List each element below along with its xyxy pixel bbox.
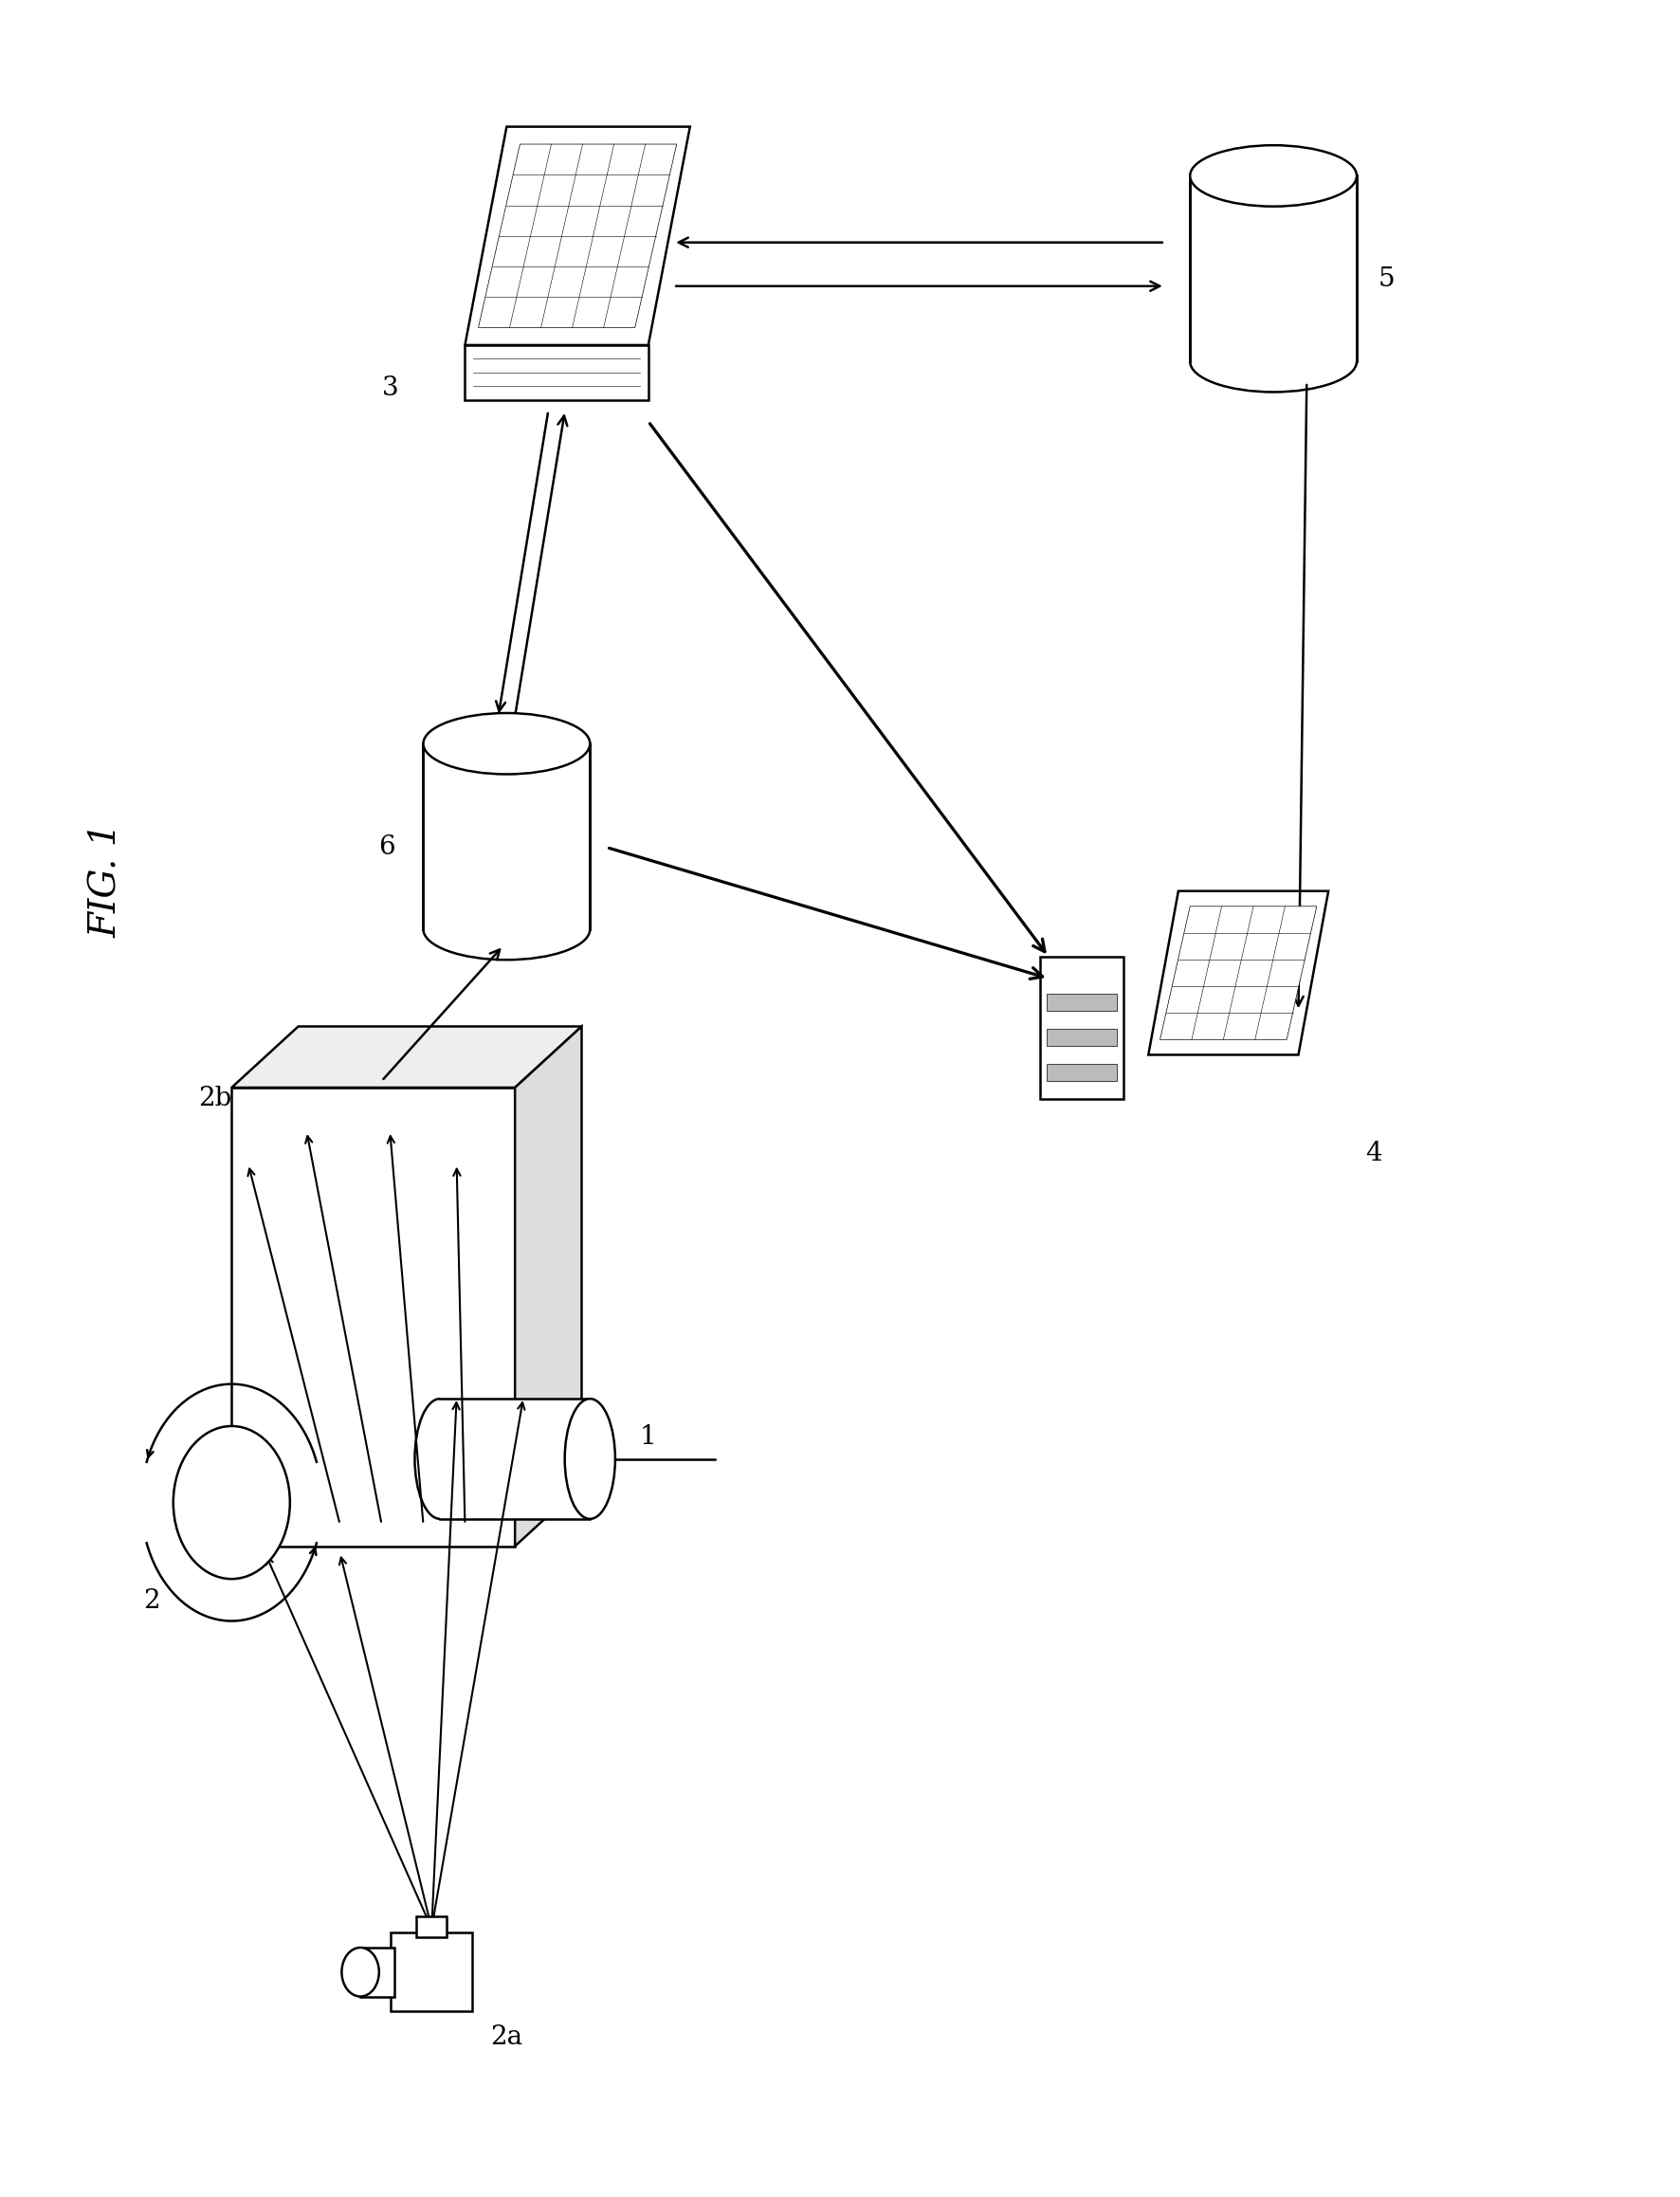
Text: 2a: 2a <box>491 2026 522 2050</box>
Polygon shape <box>232 1026 581 1088</box>
Text: 2b: 2b <box>198 1085 232 1112</box>
Text: FIG. 1: FIG. 1 <box>89 822 124 938</box>
FancyBboxPatch shape <box>1047 1028 1117 1046</box>
FancyBboxPatch shape <box>361 1947 395 1997</box>
Polygon shape <box>1149 892 1329 1055</box>
Polygon shape <box>465 127 690 345</box>
Polygon shape <box>465 345 648 400</box>
FancyBboxPatch shape <box>1047 1063 1117 1081</box>
Circle shape <box>173 1426 291 1580</box>
Ellipse shape <box>564 1399 615 1518</box>
FancyBboxPatch shape <box>232 1088 516 1547</box>
FancyBboxPatch shape <box>417 1916 447 1938</box>
Text: 1: 1 <box>640 1424 657 1450</box>
FancyBboxPatch shape <box>440 1399 590 1518</box>
Text: 4: 4 <box>1366 1140 1381 1167</box>
Circle shape <box>341 1947 380 1997</box>
FancyBboxPatch shape <box>1040 956 1124 1098</box>
FancyBboxPatch shape <box>1189 176 1357 363</box>
Text: 5: 5 <box>1378 266 1394 292</box>
Text: 6: 6 <box>378 835 395 861</box>
FancyBboxPatch shape <box>423 743 590 929</box>
Ellipse shape <box>1189 145 1357 207</box>
Text: 2: 2 <box>143 1588 160 1613</box>
Polygon shape <box>479 145 677 327</box>
Polygon shape <box>516 1026 581 1547</box>
Ellipse shape <box>423 714 590 773</box>
Polygon shape <box>1159 907 1317 1039</box>
FancyBboxPatch shape <box>1047 993 1117 1011</box>
FancyBboxPatch shape <box>391 1933 472 2010</box>
Text: 3: 3 <box>381 376 398 402</box>
